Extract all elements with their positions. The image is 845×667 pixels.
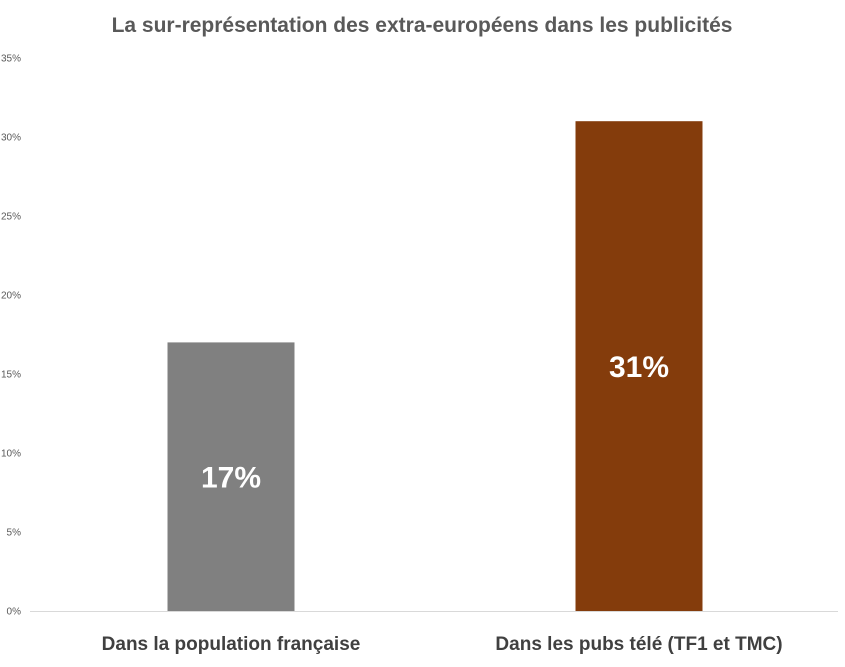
y-tick-label: 30% <box>1 133 21 144</box>
bar-data-label: 31% <box>609 351 669 384</box>
category-labels: Dans la population française Dans les pub… <box>102 634 783 655</box>
y-tick-label: 10% <box>1 449 21 460</box>
x-category-label: Dans la population française <box>102 634 361 655</box>
data-labels: 17% 31% <box>201 351 669 495</box>
bar-data-label: 17% <box>201 462 261 495</box>
y-tick-label: 15% <box>1 370 21 381</box>
y-tick-label: 0% <box>7 607 22 618</box>
y-tick-label: 20% <box>1 291 21 302</box>
y-tick-label: 35% <box>1 54 21 65</box>
bar <box>167 342 295 611</box>
y-axis-ticks: 0% 5% 10% 15% 20% 25% 30% 35% <box>1 54 21 618</box>
y-tick-label: 5% <box>7 528 22 539</box>
bars <box>167 121 703 611</box>
chart-title: La sur-représentation des extra-européen… <box>112 14 733 37</box>
x-category-label: Dans les pubs télé (TF1 et TMC) <box>495 634 782 655</box>
y-tick-label: 25% <box>1 212 21 223</box>
bar <box>575 121 703 611</box>
